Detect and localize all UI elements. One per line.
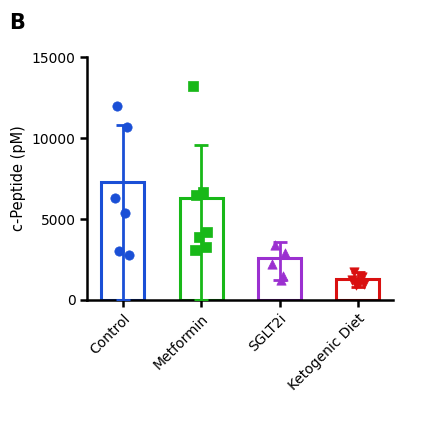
Point [279,272,286,279]
Point [271,241,278,248]
Point [269,261,276,268]
Point [357,279,364,286]
Point [121,209,128,216]
Point [358,274,365,281]
Point [281,250,288,257]
Point [123,123,130,131]
Point [361,280,368,287]
Point [195,233,202,240]
Bar [258,258,301,300]
Point [111,194,118,202]
Point [350,269,357,276]
Point [114,102,121,109]
Point [125,251,132,258]
Point [348,277,355,284]
Point [193,191,200,198]
Bar [101,182,144,300]
Point [190,83,197,90]
Point [352,282,359,289]
Point [202,243,209,250]
Text: B: B [9,13,24,33]
Point [191,246,198,253]
Point [204,228,211,235]
Point [199,188,206,195]
Point [277,277,284,284]
Bar [336,279,379,300]
Y-axis label: c-Peptide (pM): c-Peptide (pM) [11,126,26,232]
Point [115,248,122,255]
Bar [180,198,223,300]
